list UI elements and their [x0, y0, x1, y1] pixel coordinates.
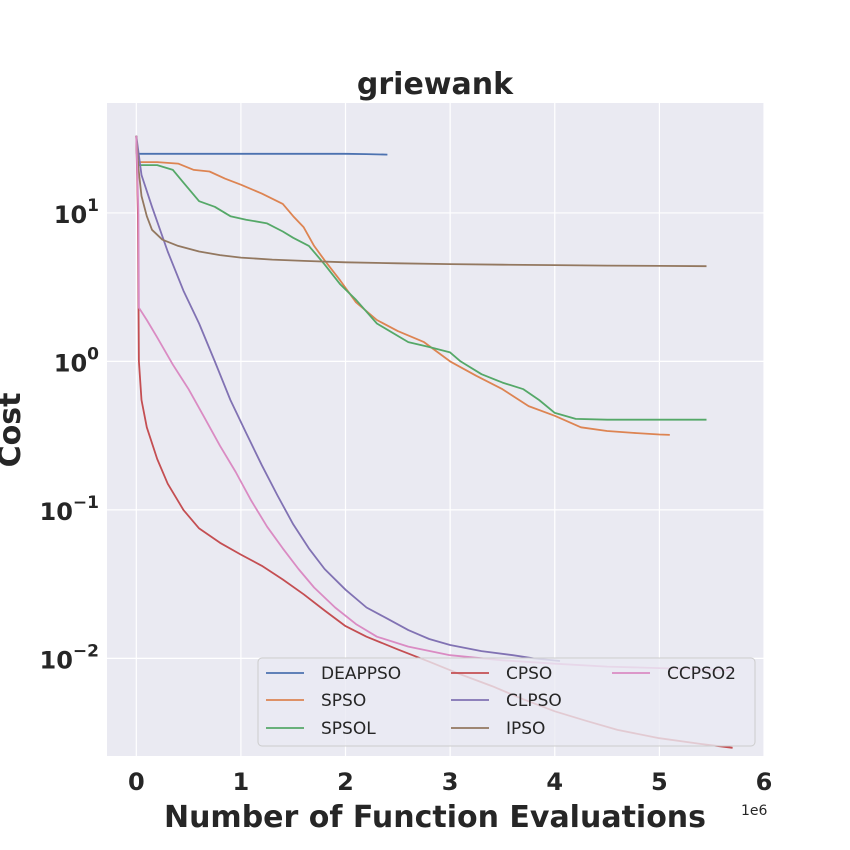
- y-axis-label: Cost: [0, 393, 28, 468]
- chart-title: griewank: [357, 67, 514, 102]
- plot-area: [107, 103, 764, 756]
- x-tick-label: 1: [233, 768, 250, 796]
- legend-label-cpso: CPSO: [506, 664, 552, 684]
- legend-label-deappso: DEAPPSO: [321, 664, 401, 684]
- x-tick-label: 4: [546, 768, 563, 796]
- y-tick-label: 100: [54, 344, 99, 377]
- y-tick-label: 10−2: [40, 641, 99, 674]
- legend-label-clpso: CLPSO: [506, 691, 562, 711]
- series-line-clpso: [135, 135, 561, 662]
- y-tick-label: 101: [54, 196, 99, 229]
- x-tick-label: 6: [756, 768, 773, 796]
- x-tick-labels: 0 1 2 3 4 5 6: [128, 768, 772, 796]
- x-tick-label: 5: [651, 768, 668, 796]
- series-line-spso: [135, 135, 670, 436]
- x-tick-label: 2: [337, 768, 354, 796]
- y-tick-label: 10−1: [40, 493, 99, 526]
- x-tick-label: 0: [128, 768, 145, 796]
- series-line-deappso: [135, 135, 388, 156]
- y-tick-labels: 10−2 10−1 100 101: [40, 196, 100, 674]
- x-axis-label: Number of Function Evaluations: [164, 800, 706, 835]
- grid: [107, 103, 765, 756]
- legend-box: [257, 657, 756, 747]
- series-line-ipso: [135, 135, 707, 268]
- x-tick-label: 3: [442, 768, 459, 796]
- legend-label-ccpso2: CCPSO2: [667, 664, 736, 684]
- series-line-spsol: [135, 135, 707, 421]
- legend: DEAPPSO SPSO SPSOL CPSO CLPSO IPSO CCPSO2: [257, 657, 756, 747]
- x-offset-label: 1e6: [741, 803, 768, 819]
- legend-label-ipso: IPSO: [506, 719, 545, 739]
- legend-label-spsol: SPSOL: [321, 719, 376, 739]
- legend-label-spso: SPSO: [321, 691, 366, 711]
